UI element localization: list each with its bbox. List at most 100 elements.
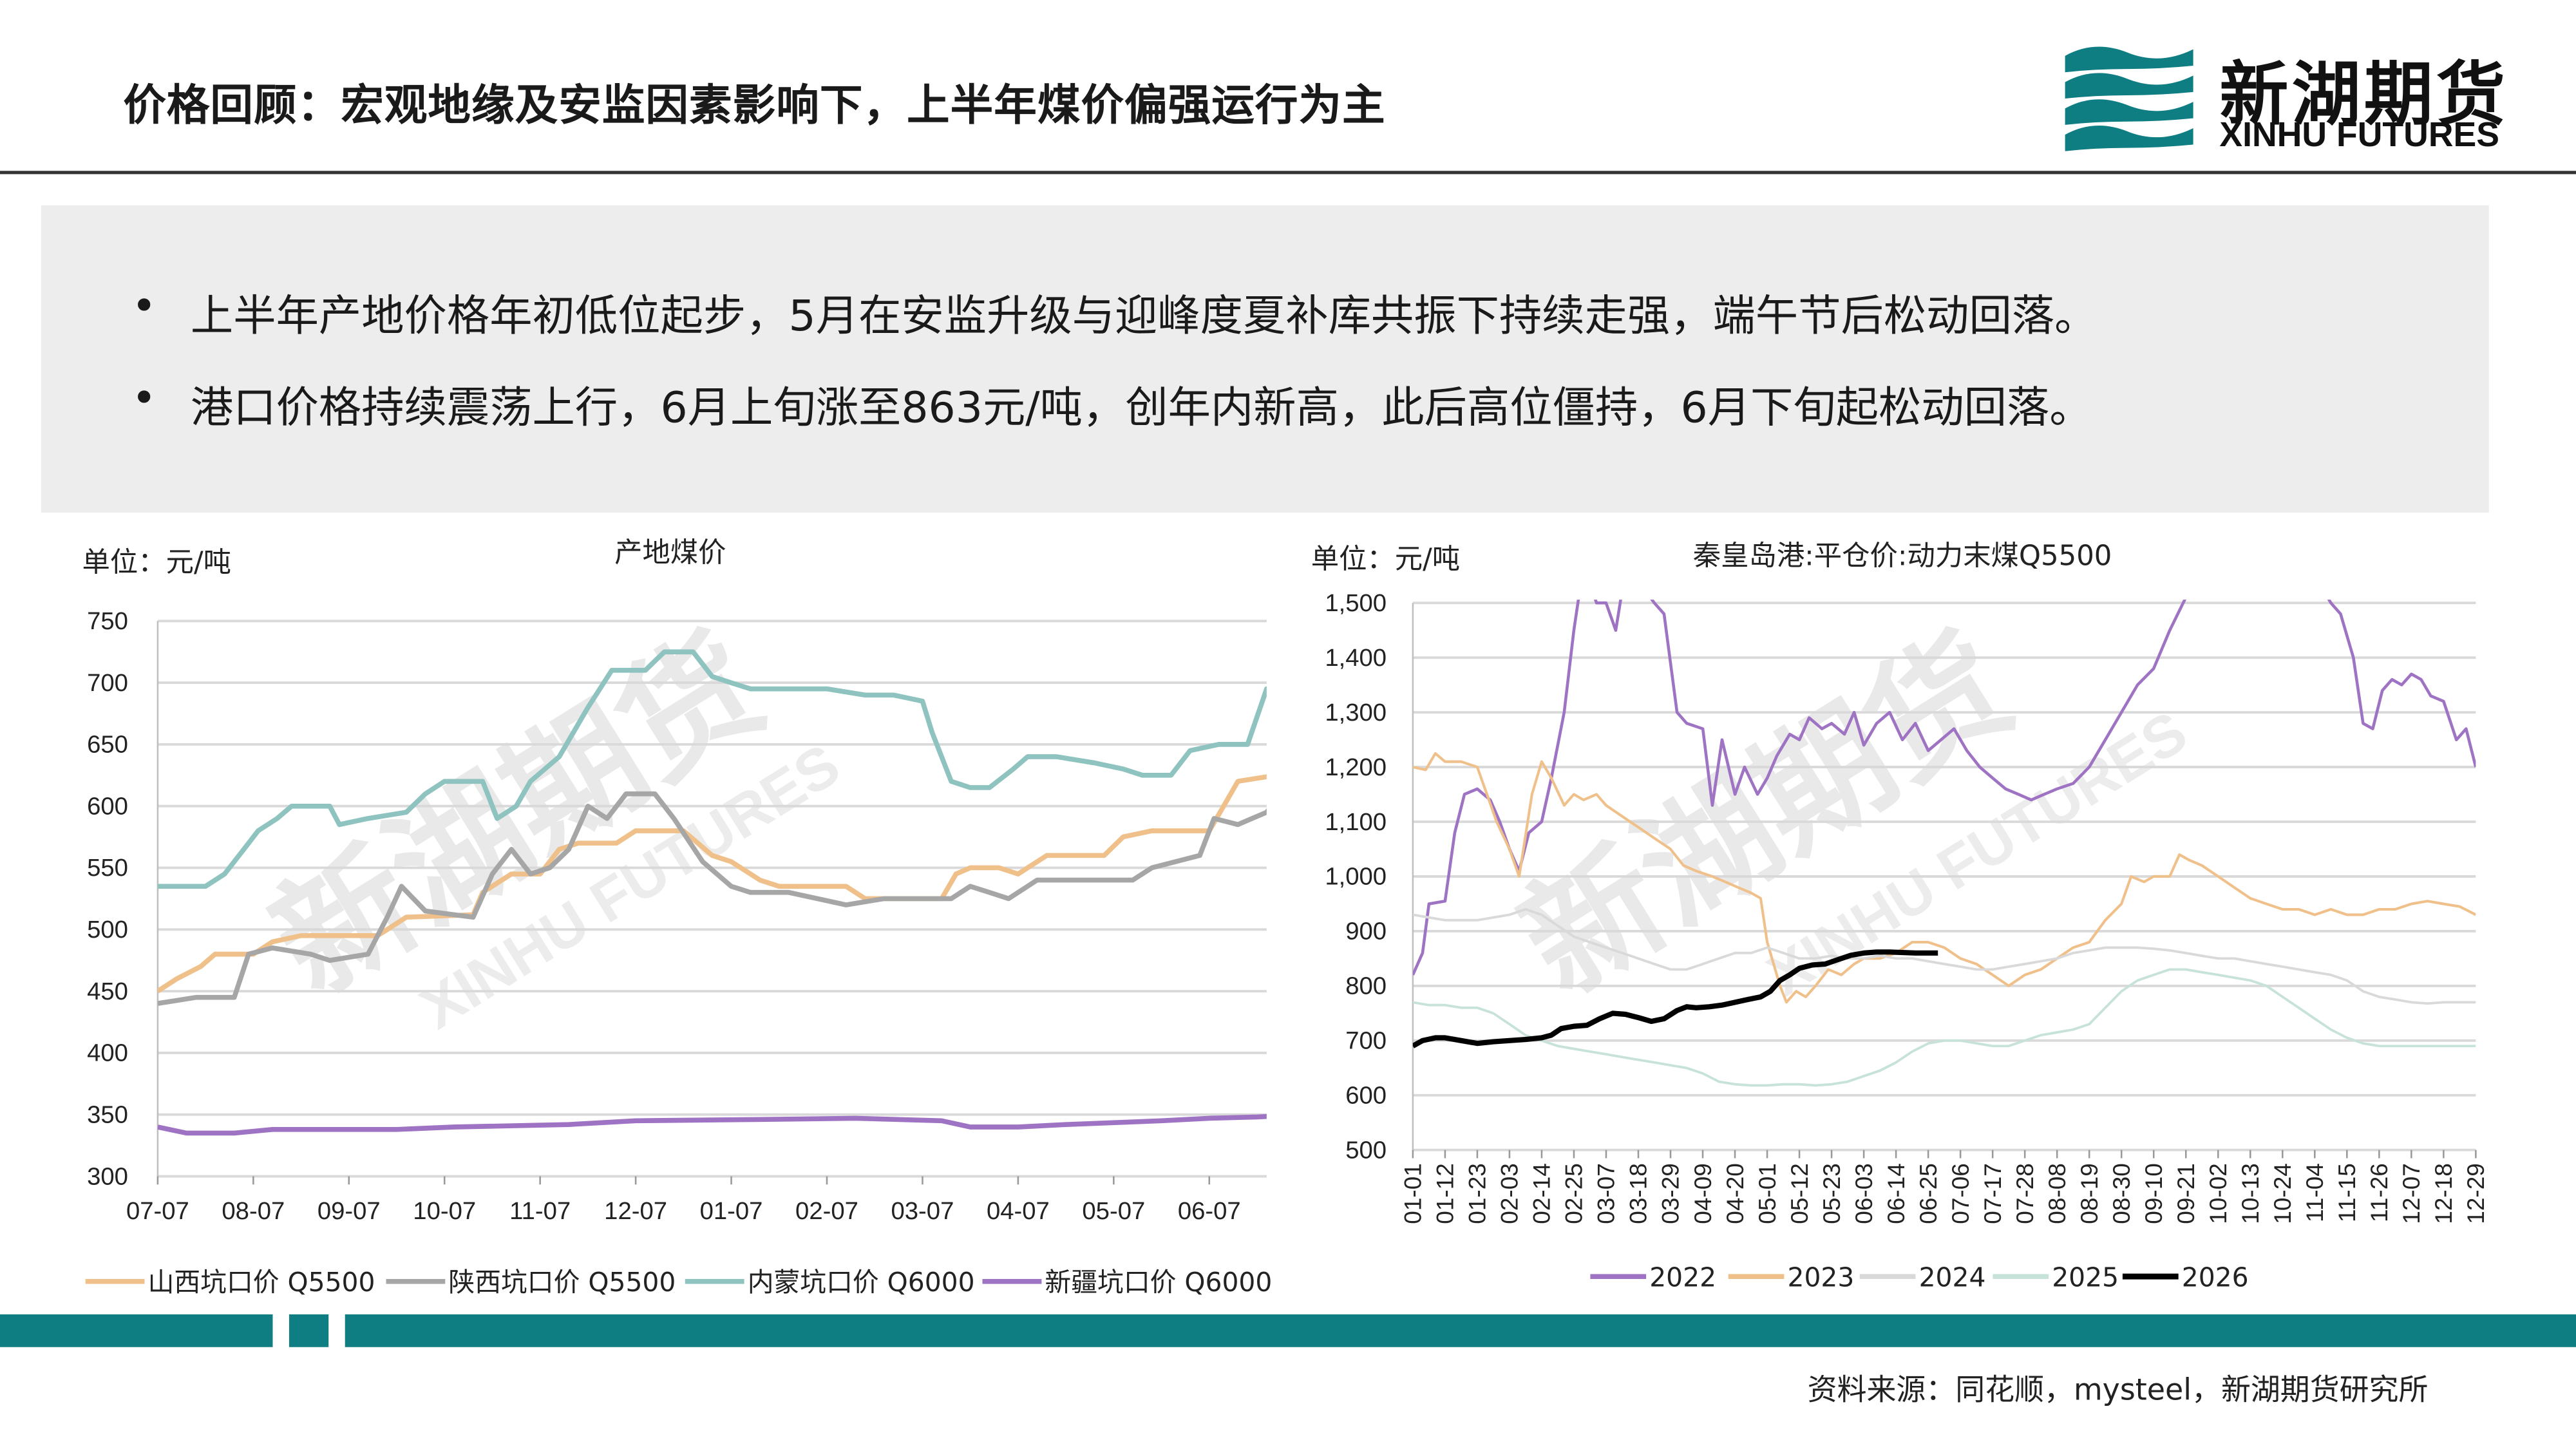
x-tick-label: 11-07 — [509, 1197, 571, 1225]
x-tick-label: 02-07 — [795, 1197, 858, 1225]
bullet-text: 上半年产地价格年初低位起步，5月在安监升级与迎峰度夏补库共振下持续走强，端午节后… — [190, 292, 2098, 342]
y-tick-label: 600 — [1345, 1082, 1387, 1110]
y-tick-label: 450 — [87, 978, 128, 1005]
x-tick-label: 03-29 — [1658, 1163, 1684, 1224]
x-tick-label: 05-01 — [1754, 1163, 1781, 1224]
x-tick-label: 10-02 — [2205, 1163, 2231, 1224]
x-tick-label: 09-07 — [317, 1197, 381, 1225]
x-tick-label: 08-07 — [222, 1197, 285, 1225]
page-title: 价格回顾：宏观地缘及安监因素影响下，上半年煤价偏强运行为主 — [123, 82, 1386, 132]
legend-label: 2026 — [2182, 1262, 2249, 1293]
chart-title: 秦皇岛港:平仓价:动力末煤Q5500 — [1693, 540, 2112, 573]
x-tick-label: 07-06 — [1947, 1163, 1974, 1224]
y-tick-label: 600 — [87, 792, 128, 820]
series-line-新疆坑口价 Q6000 — [157, 1113, 1267, 1136]
y-tick-label: 650 — [87, 731, 128, 759]
y-tick-label: 500 — [87, 916, 128, 943]
legend-label: 陕西坑口价 Q5500 — [448, 1267, 676, 1298]
x-tick-label: 06-03 — [1851, 1163, 1877, 1224]
x-tick-label: 04-20 — [1722, 1163, 1748, 1224]
y-tick-label: 1,400 — [1325, 644, 1387, 672]
x-tick-label: 09-21 — [2173, 1163, 2199, 1224]
y-tick-label: 700 — [87, 669, 128, 697]
y-tick-label: 900 — [1345, 918, 1387, 945]
logo: 新湖期货 XINHU FUTURES — [2061, 33, 2539, 164]
y-tick-label: 1,200 — [1325, 753, 1387, 781]
x-tick-label: 07-28 — [2012, 1163, 2038, 1224]
series-line-2024 — [1412, 908, 2476, 1005]
series-line-2022 — [1412, 600, 2476, 976]
chart-qhd-port-price: 新湖期货 XINHU FUTURES 单位：元/吨 秦皇岛港:平仓价:动力末煤Q… — [1311, 540, 2489, 1293]
series-line-2023 — [1412, 752, 2476, 1004]
x-tick-label: 01-23 — [1464, 1163, 1491, 1224]
legend-label: 新疆坑口价 Q6000 — [1045, 1267, 1272, 1298]
y-tick-label: 300 — [87, 1162, 128, 1190]
x-tick-label: 05-23 — [1819, 1163, 1845, 1224]
footer-band — [0, 1314, 2576, 1347]
x-tick-label: 06-25 — [1915, 1163, 1942, 1224]
x-tick-label: 05-07 — [1082, 1197, 1145, 1225]
legend-label: 山西坑口价 Q5500 — [148, 1267, 375, 1298]
y-tick-label: 700 — [1345, 1027, 1387, 1055]
x-tick-label: 01-07 — [700, 1197, 763, 1225]
x-tick-label: 04-07 — [987, 1197, 1050, 1225]
waves-logo-icon — [2061, 33, 2197, 158]
bullet-dot-icon: • — [131, 282, 157, 332]
x-tick-label: 12-29 — [2463, 1163, 2489, 1224]
x-tick-label: 03-18 — [1625, 1163, 1652, 1224]
legend-label: 内蒙坑口价 Q6000 — [748, 1267, 975, 1298]
x-tick-label: 10-13 — [2237, 1163, 2264, 1224]
x-tick-label: 07-07 — [126, 1197, 189, 1225]
x-tick-label: 10-24 — [2269, 1163, 2296, 1224]
x-tick-label: 08-19 — [2076, 1163, 2103, 1224]
x-tick-label: 03-07 — [1593, 1163, 1620, 1224]
x-tick-label: 03-07 — [891, 1197, 954, 1225]
legend-label: 2025 — [2052, 1262, 2119, 1293]
logo-name-en: XINHU FUTURES — [2219, 117, 2499, 155]
x-tick-label: 12-07 — [2398, 1163, 2425, 1224]
legend-label: 2022 — [1649, 1262, 1716, 1293]
series-line-陕西坑口价 Q5500 — [157, 791, 1267, 1006]
series-line-2026 — [1412, 949, 1938, 1048]
y-tick-label: 800 — [1345, 972, 1387, 1000]
summary-box: • 上半年产地价格年初低位起步，5月在安监升级与迎峰度夏补库共振下持续走强，端午… — [41, 205, 2489, 513]
x-tick-label: 08-30 — [2108, 1163, 2135, 1224]
title-divider — [0, 171, 2576, 174]
x-tick-label: 01-01 — [1400, 1163, 1426, 1224]
x-tick-label: 02-14 — [1529, 1163, 1555, 1224]
y-tick-label: 1,000 — [1325, 863, 1387, 891]
x-tick-label: 05-12 — [1786, 1163, 1813, 1224]
y-tick-label: 1,100 — [1325, 808, 1387, 836]
chart-unit-label: 单位：元/吨 — [82, 547, 231, 579]
chart-title: 产地煤价 — [614, 536, 726, 569]
chart-unit-label: 单位：元/吨 — [1311, 544, 1460, 576]
logo-name-cn: 新湖期货 — [2219, 54, 2509, 135]
x-tick-label: 12-18 — [2430, 1163, 2457, 1224]
x-tick-label: 11-15 — [2334, 1163, 2360, 1222]
watermark: 新湖期货 XINHU FUTURES — [1497, 606, 2199, 1024]
x-tick-label: 02-25 — [1561, 1163, 1587, 1224]
y-tick-label: 400 — [87, 1039, 128, 1067]
bullet-text: 港口价格持续震荡上行，6月上旬涨至863元/吨，创年内新高，此后高位僵持，6月下… — [190, 384, 2092, 434]
y-tick-label: 500 — [1345, 1136, 1387, 1164]
x-tick-label: 11-04 — [2302, 1163, 2328, 1222]
x-tick-label: 10-07 — [413, 1197, 476, 1225]
series-line-山西坑口价 Q5500 — [157, 774, 1267, 994]
chart-origin-prices: 新湖期货 XINHU FUTURES 单位：元/吨 产地煤价 300350400… — [82, 536, 1273, 1298]
source-note: 资料来源：同花顺，mysteel，新湖期货研究所 — [1807, 1373, 2429, 1408]
legend-label: 2024 — [1919, 1262, 1986, 1293]
x-tick-label: 04-09 — [1690, 1163, 1716, 1224]
bullet-dot-icon: • — [131, 374, 157, 424]
x-tick-label: 07-17 — [1980, 1163, 2006, 1224]
legend-label: 2023 — [1788, 1262, 1855, 1293]
y-tick-label: 750 — [87, 607, 128, 635]
x-tick-label: 11-26 — [2366, 1163, 2392, 1222]
x-tick-label: 12-07 — [604, 1197, 667, 1225]
y-tick-label: 350 — [87, 1101, 128, 1128]
series-line-内蒙坑口价 Q6000 — [157, 649, 1267, 889]
y-tick-label: 1,300 — [1325, 699, 1387, 726]
x-tick-label: 08-08 — [2044, 1163, 2070, 1224]
y-tick-label: 550 — [87, 854, 128, 882]
y-tick-label: 1,500 — [1325, 589, 1387, 617]
